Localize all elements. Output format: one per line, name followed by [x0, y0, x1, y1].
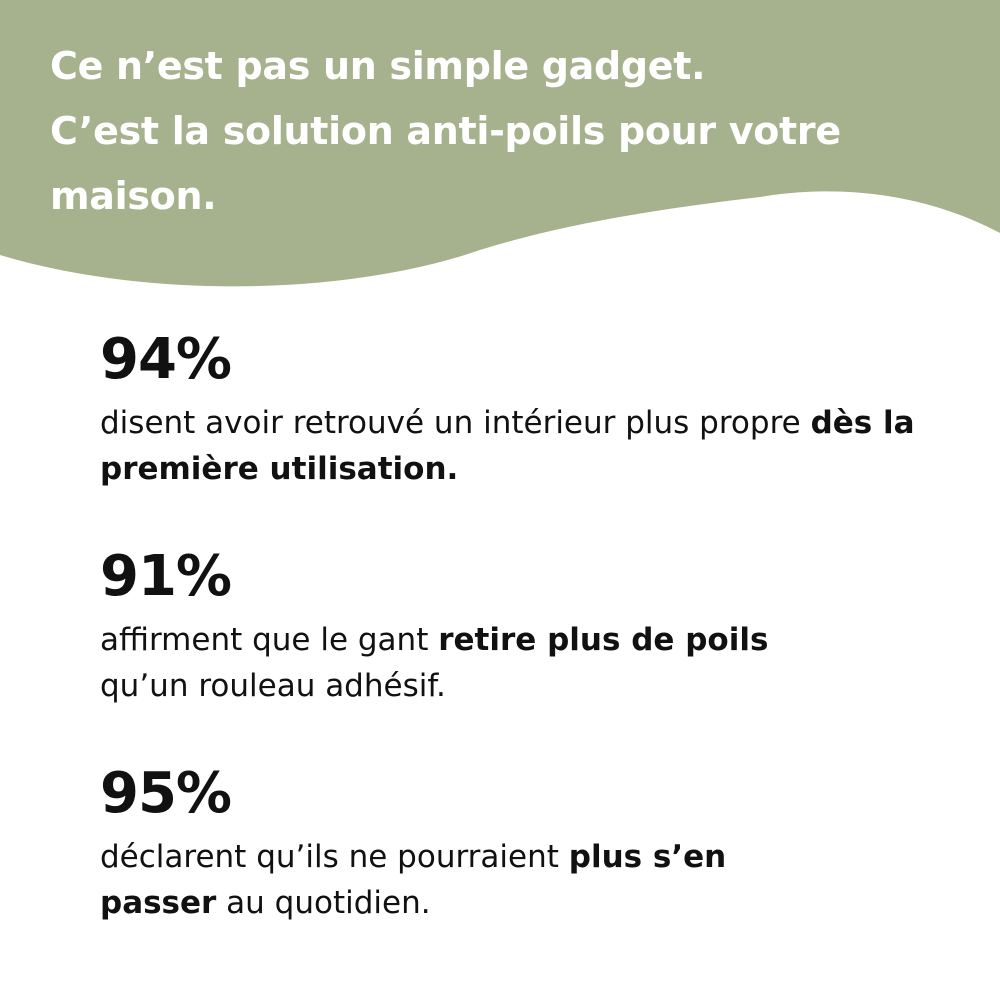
stat-description: disent avoir retrouvé un intérieur plus … — [100, 405, 915, 487]
stat-item: 95% déclarent qu’ils ne pourraient plus … — [100, 762, 920, 926]
stat-item: 94% disent avoir retrouvé un intérieur p… — [100, 328, 920, 492]
stat-value: 94% — [100, 327, 232, 392]
headline-line: maison. — [50, 174, 217, 218]
headline-line: Ce n’est pas un simple gadget. — [50, 44, 706, 88]
stat-value: 95% — [100, 761, 232, 826]
headline: Ce n’est pas un simple gadget. C’est la … — [50, 34, 970, 229]
headline-line: C’est la solution anti-poils pour votre — [50, 109, 841, 153]
stat-item: 91% affirment que le gant retire plus de… — [100, 545, 920, 709]
stat-value: 91% — [100, 544, 232, 609]
stat-description: affirment que le gant retire plus de poi… — [100, 622, 769, 704]
stat-description: déclarent qu’ils ne pourraient plus s’en… — [100, 839, 727, 921]
banner-wave — [0, 0, 1000, 287]
